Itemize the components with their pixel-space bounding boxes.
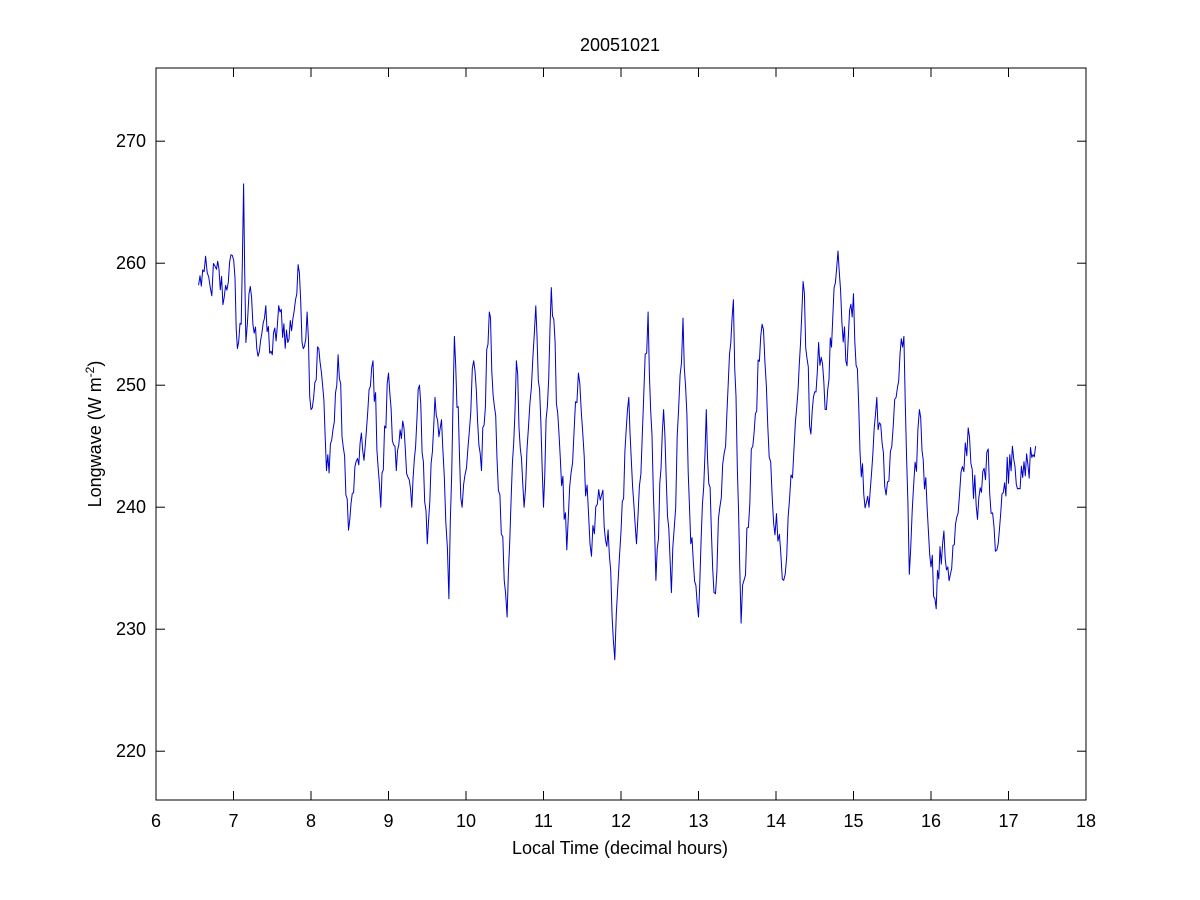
x-tick-label: 8 [306,811,316,831]
x-tick-label: 17 [998,811,1018,831]
chart-title: 20051021 [580,35,660,55]
x-tick-label: 6 [151,811,161,831]
y-tick-label: 260 [116,253,146,273]
x-tick-label: 10 [456,811,476,831]
x-tick-label: 7 [228,811,238,831]
x-tick-label: 14 [766,811,786,831]
x-tick-label: 18 [1076,811,1096,831]
x-tick-label: 15 [843,811,863,831]
y-tick-label: 250 [116,375,146,395]
x-tick-label: 16 [921,811,941,831]
x-tick-label: 12 [611,811,631,831]
y-axis-label: Longwave (W m-2) [83,361,105,508]
y-axis-label-main: Longwave (W m [85,377,105,507]
y-axis-label-suffix: ) [85,361,105,367]
series-line [198,183,1037,661]
y-tick-label: 270 [116,131,146,151]
x-axis-label: Local Time (decimal hours) [512,838,728,858]
x-tick-label: 11 [534,811,553,831]
y-axis-label-exponent: -2 [83,366,97,377]
x-tick-label: 9 [383,811,393,831]
x-tick-label: 13 [688,811,708,831]
y-tick-label: 220 [116,741,146,761]
plot-area: 6 7 8 9 10 11 12 13 14 15 16 17 18 220 230 240 250 260 270 [116,67,1096,831]
y-tick-label: 240 [116,497,146,517]
y-tick-label: 230 [116,619,146,639]
